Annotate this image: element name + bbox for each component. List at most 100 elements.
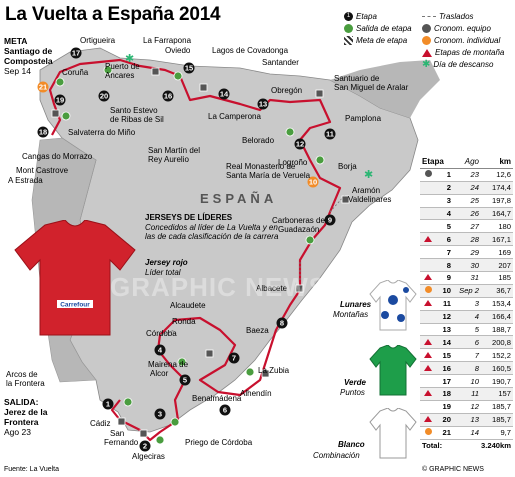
place-label: Alcaudete	[170, 301, 206, 310]
place-label: de Ribas de Sil	[110, 115, 164, 124]
legend-montana-text: Etapas de montaña	[435, 48, 505, 57]
stage-date: 11	[453, 387, 481, 401]
svg-text:15: 15	[185, 64, 193, 73]
svg-text:1: 1	[106, 400, 110, 409]
stage-date: 25	[453, 194, 481, 208]
place-label: La Farrapona	[143, 36, 192, 45]
place-label: Borja	[338, 162, 357, 171]
stage-number: 7	[436, 245, 453, 260]
table-row: 16 8 160,5	[420, 361, 513, 376]
stage-km: 167,1	[481, 232, 513, 247]
stage-marker-21: 21	[37, 81, 49, 93]
stage-number: 1	[436, 168, 453, 182]
place-label: Puerto de Ancares	[105, 62, 140, 80]
legend-salida: Salida de etapa	[344, 24, 412, 33]
stage-marker-7: 7	[228, 352, 240, 364]
svg-text:16: 16	[164, 92, 172, 101]
mountain-icon	[420, 297, 436, 311]
table-row: 19 12 185,7	[420, 400, 513, 414]
meta-date: Sep 14	[4, 66, 31, 76]
team-timetrial-icon	[422, 24, 431, 33]
route-line	[48, 58, 342, 442]
place-label: Arcos de	[6, 370, 38, 379]
table-row: 18 11 157	[420, 387, 513, 401]
stage-date: 14	[453, 426, 481, 440]
place-label: Ronda	[172, 317, 196, 326]
stage-number: 17	[436, 374, 453, 389]
stage-km: 197,8	[481, 194, 513, 208]
stage-km: 169	[481, 245, 513, 260]
white-jersey-icon	[369, 408, 417, 459]
svg-text:17: 17	[72, 49, 80, 58]
place-label: San Miguel de Aralar	[334, 83, 409, 92]
jersey-rojo-sub: Líder total	[145, 268, 181, 277]
jersey-verde-sub: Puntos	[340, 388, 365, 397]
svg-text:19: 19	[56, 96, 64, 105]
svg-text:4: 4	[158, 346, 163, 355]
stage-date: 12	[453, 400, 481, 414]
meta-heading: META	[4, 36, 28, 46]
place-label: la Frontera	[6, 379, 45, 388]
place-label: Baeza	[246, 326, 269, 335]
individual-timetrial-icon	[420, 426, 436, 440]
stage-number-icon: 1	[344, 12, 353, 21]
flat-stage-icon	[420, 323, 436, 337]
legend-descanso: ✱ Día de descanso	[422, 60, 493, 70]
stage-marker-1: 1	[102, 398, 114, 410]
legend-etapa: 1 Etapa	[344, 12, 377, 21]
table-header-etapa: Etapa	[420, 156, 453, 169]
table-row: 13 5 188,7	[420, 323, 513, 337]
jersey-lunares-title: Lunares	[340, 300, 372, 309]
stage-number: 11	[436, 297, 453, 311]
stage-km: 188,7	[481, 323, 513, 337]
stage-date: 31	[453, 271, 481, 285]
place-label: Córdoba	[146, 329, 177, 338]
svg-text:7: 7	[232, 354, 236, 363]
svg-text:2: 2	[143, 442, 147, 451]
place-label: Alhendín	[240, 389, 272, 398]
place-label: Salvaterra do Miño	[68, 128, 136, 137]
place-label: Algeciras	[132, 452, 165, 461]
stage-marker-13: 13	[257, 98, 269, 110]
svg-text:18: 18	[39, 128, 47, 137]
stage-number: 14	[436, 335, 453, 350]
stage-marker-18: 18	[37, 126, 49, 138]
stage-km: 12,6	[481, 168, 513, 182]
meta-label: META Santiago de Compostela Sep 14	[4, 36, 53, 76]
stage-marker-3: 3	[154, 408, 166, 420]
mountain-icon	[420, 335, 436, 350]
flat-stage-icon	[420, 207, 436, 221]
stage-marker-17: 17	[70, 47, 82, 59]
finish-markers	[51, 67, 350, 438]
mountain-icon	[420, 348, 436, 363]
stage-number: 4	[436, 207, 453, 221]
stage-number: 13	[436, 323, 453, 337]
stage-number: 21	[436, 426, 453, 440]
meta-city-1: Santiago de	[4, 46, 53, 56]
total-label: Total:	[422, 441, 443, 451]
stage-date: 30	[453, 258, 481, 273]
stage-km: 207	[481, 258, 513, 273]
mountain-icon	[420, 232, 436, 247]
individual-timetrial-icon	[422, 36, 431, 45]
stage-marker-15: 15	[183, 62, 195, 74]
salida-date: Ago 23	[4, 427, 31, 437]
flat-stage-icon	[420, 245, 436, 260]
table-row: 21 14 9,7	[420, 426, 513, 440]
stage-number: 10	[436, 284, 453, 298]
place-label: A Estrada	[8, 176, 43, 185]
stage-marker-14: 14	[218, 88, 230, 100]
place-label: Valdelinares	[348, 195, 392, 204]
stage-number: 15	[436, 348, 453, 363]
jersey-intro: Concedidos al líder de La Vuelta y en la…	[145, 222, 279, 242]
place-label: Santa María de Veruela	[226, 171, 311, 180]
svg-text:9: 9	[328, 216, 332, 225]
salida-city-1: Jerez de la	[4, 407, 48, 417]
stage-km: 160,5	[481, 361, 513, 376]
stage-number: 20	[436, 413, 453, 427]
table-row: 4 26 164,7	[420, 207, 513, 221]
place-label: Carboneras de	[272, 216, 325, 225]
place-label: San Martín del	[148, 146, 201, 155]
table-row: 15 7 152,2	[420, 348, 513, 363]
stage-date: 13	[453, 413, 481, 427]
